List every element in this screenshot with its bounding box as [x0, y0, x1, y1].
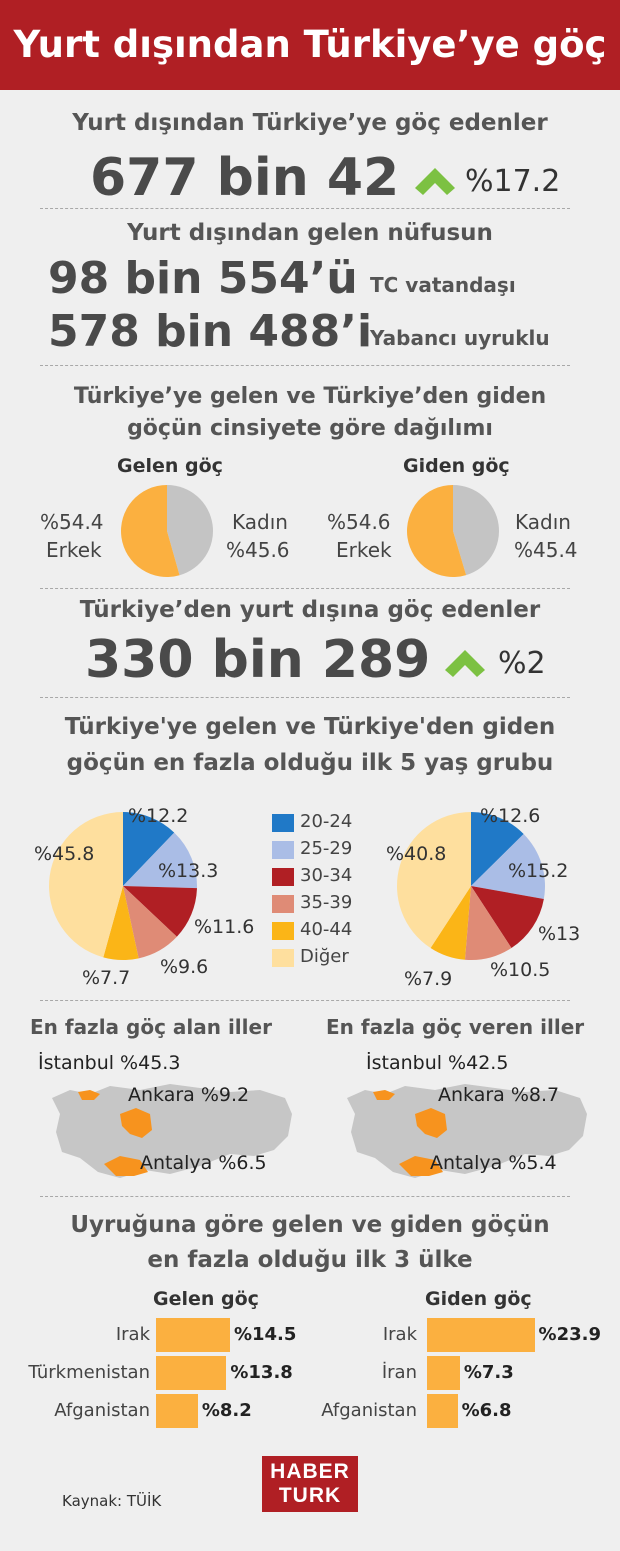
- haberturk-logo: HABER TURK: [262, 1456, 358, 1512]
- gender-outgoing-male-label: Erkek: [336, 538, 392, 562]
- citizen-count: 98 bin 554’ü: [48, 253, 358, 304]
- legend-label: Diğer: [300, 946, 349, 967]
- nationality-incoming-title: Gelen göç: [153, 1288, 259, 1310]
- gender-incoming-male-label: Erkek: [46, 538, 102, 562]
- source-text: Kaynak: TÜİK: [62, 1492, 161, 1510]
- province-right-istanbul: İstanbul %42.5: [366, 1052, 508, 1074]
- citizen-label: TC vatandaşı: [370, 273, 516, 297]
- legend-label: 35-39: [300, 892, 352, 913]
- legend-swatch: [272, 949, 294, 967]
- bar: [427, 1318, 535, 1352]
- bar: [427, 1356, 460, 1390]
- province-left-istanbul: İstanbul %45.3: [38, 1052, 180, 1074]
- gender-outgoing-male-pct: %54.6: [327, 510, 391, 534]
- divider: [40, 208, 570, 209]
- bar-category-label: Irak: [0, 1324, 150, 1345]
- bar-category-label: Irak: [227, 1324, 417, 1345]
- arrow-up-icon: [445, 648, 485, 678]
- bar-category-label: Afganistan: [0, 1400, 150, 1421]
- province-right-antalya: Antalya %5.4: [430, 1152, 557, 1174]
- age-title-line2: göçün en fazla olduğu ilk 5 yaş grubu: [0, 750, 620, 776]
- bar: [427, 1394, 458, 1428]
- incoming-population-title: Yurt dışından gelen nüfusun: [0, 220, 620, 246]
- logo-line1: HABER: [262, 1460, 358, 1484]
- pie-data-label: %13: [538, 923, 580, 945]
- gender-outgoing-female-label: Kadın: [515, 510, 571, 534]
- nationality-title-line1: Uyruğuna göre gelen ve giden göçün: [0, 1212, 620, 1238]
- divider: [40, 1000, 570, 1001]
- outgoing-migration-title: Türkiye’den yurt dışına göç edenler: [0, 597, 620, 623]
- nationality-outgoing-title: Giden göç: [425, 1288, 532, 1310]
- gender-outgoing-title: Giden göç: [403, 455, 510, 477]
- gender-outgoing-pie: [406, 484, 500, 578]
- bar: [156, 1356, 226, 1390]
- legend-swatch: [272, 922, 294, 940]
- provinces-left-title: En fazla göç alan iller: [30, 1015, 272, 1039]
- outgoing-migration-value: 330 bin 289: [85, 630, 430, 690]
- pie-data-label: %7.9: [404, 968, 452, 990]
- outgoing-migration-change: %2: [498, 646, 546, 681]
- incoming-migration-title: Yurt dışından Türkiye’ye göç edenler: [0, 110, 620, 136]
- bar-category-label: Türkmenistan: [0, 1362, 150, 1383]
- province-left-antalya: Antalya %6.5: [140, 1152, 267, 1174]
- pie-data-label: %10.5: [490, 959, 550, 981]
- legend-label: 30-34: [300, 865, 352, 886]
- provinces-right-title: En fazla göç veren iller: [326, 1015, 584, 1039]
- bar-category-label: İran: [227, 1362, 417, 1383]
- gender-incoming-title: Gelen göç: [117, 455, 223, 477]
- legend-label: 25-29: [300, 838, 352, 859]
- divider: [40, 365, 570, 366]
- pie-data-label: %12.2: [128, 805, 188, 827]
- legend-swatch: [272, 841, 294, 859]
- gender-title-line2: göçün cinsiyete göre dağılımı: [0, 416, 620, 441]
- province-left-ankara: Ankara %9.2: [128, 1084, 249, 1106]
- age-title-line1: Türkiye'ye gelen ve Türkiye'den giden: [0, 714, 620, 740]
- bar-value-label: %7.3: [464, 1362, 514, 1383]
- pie-data-label: %9.6: [160, 956, 208, 978]
- foreign-count: 578 bin 488’i: [48, 306, 372, 357]
- gender-incoming-female-label: Kadın: [232, 510, 288, 534]
- gender-title-line1: Türkiye’ye gelen ve Türkiye’den giden: [0, 384, 620, 409]
- legend-swatch: [272, 868, 294, 886]
- province-right-ankara: Ankara %8.7: [438, 1084, 559, 1106]
- legend-swatch: [272, 814, 294, 832]
- gender-incoming-female-pct: %45.6: [226, 538, 290, 562]
- incoming-migration-value: 677 bin 42: [90, 148, 399, 208]
- gender-incoming-pie: [120, 484, 214, 578]
- foreign-label: Yabancı uyruklu: [370, 326, 550, 350]
- pie-data-label: %40.8: [386, 843, 446, 865]
- logo-line2: TURK: [262, 1484, 358, 1508]
- legend-label: 40-44: [300, 919, 352, 940]
- divider: [40, 697, 570, 698]
- pie-data-label: %15.2: [508, 860, 568, 882]
- pie-data-label: %7.7: [82, 967, 130, 989]
- pie-data-label: %11.6: [194, 916, 254, 938]
- gender-outgoing-female-pct: %45.4: [514, 538, 578, 562]
- page-title: Yurt dışından Türkiye’ye göç: [0, 0, 620, 90]
- arrow-up-icon: [415, 166, 455, 196]
- gender-incoming-male-pct: %54.4: [40, 510, 104, 534]
- divider: [40, 1196, 570, 1197]
- pie-data-label: %12.6: [480, 805, 540, 827]
- bar-value-label: %6.8: [462, 1400, 512, 1421]
- divider: [40, 588, 570, 589]
- pie-data-label: %45.8: [34, 843, 94, 865]
- legend-swatch: [272, 895, 294, 913]
- bar-category-label: Afganistan: [227, 1400, 417, 1421]
- bar: [156, 1394, 198, 1428]
- bar: [156, 1318, 230, 1352]
- incoming-migration-change: %17.2: [465, 164, 560, 199]
- bar-value-label: %23.9: [539, 1324, 601, 1345]
- pie-data-label: %13.3: [158, 860, 218, 882]
- legend-label: 20-24: [300, 811, 352, 832]
- nationality-title-line2: en fazla olduğu ilk 3 ülke: [0, 1247, 620, 1273]
